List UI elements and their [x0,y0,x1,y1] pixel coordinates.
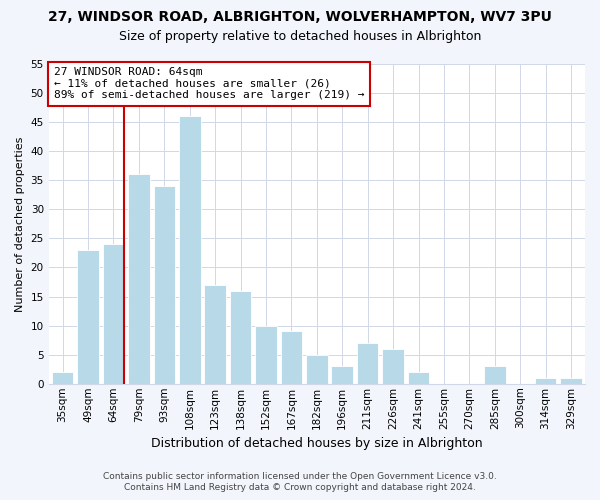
Text: Contains public sector information licensed under the Open Government Licence v3: Contains public sector information licen… [103,472,497,481]
Text: Size of property relative to detached houses in Albrighton: Size of property relative to detached ho… [119,30,481,43]
Bar [52,372,73,384]
Bar [535,378,556,384]
Bar [331,366,353,384]
Text: 27, WINDSOR ROAD, ALBRIGHTON, WOLVERHAMPTON, WV7 3PU: 27, WINDSOR ROAD, ALBRIGHTON, WOLVERHAMP… [48,10,552,24]
Bar [357,343,379,384]
Bar [205,285,226,384]
Bar [408,372,430,384]
X-axis label: Distribution of detached houses by size in Albrighton: Distribution of detached houses by size … [151,437,482,450]
Y-axis label: Number of detached properties: Number of detached properties [15,136,25,312]
Bar [306,354,328,384]
Bar [484,366,506,384]
Bar [255,326,277,384]
Bar [230,290,251,384]
Text: Contains HM Land Registry data © Crown copyright and database right 2024.: Contains HM Land Registry data © Crown c… [124,484,476,492]
Bar [281,332,302,384]
Bar [128,174,150,384]
Bar [560,378,582,384]
Bar [77,250,99,384]
Bar [154,186,175,384]
Bar [382,349,404,384]
Text: 27 WINDSOR ROAD: 64sqm
← 11% of detached houses are smaller (26)
89% of semi-det: 27 WINDSOR ROAD: 64sqm ← 11% of detached… [54,67,365,100]
Bar [103,244,124,384]
Bar [179,116,200,384]
